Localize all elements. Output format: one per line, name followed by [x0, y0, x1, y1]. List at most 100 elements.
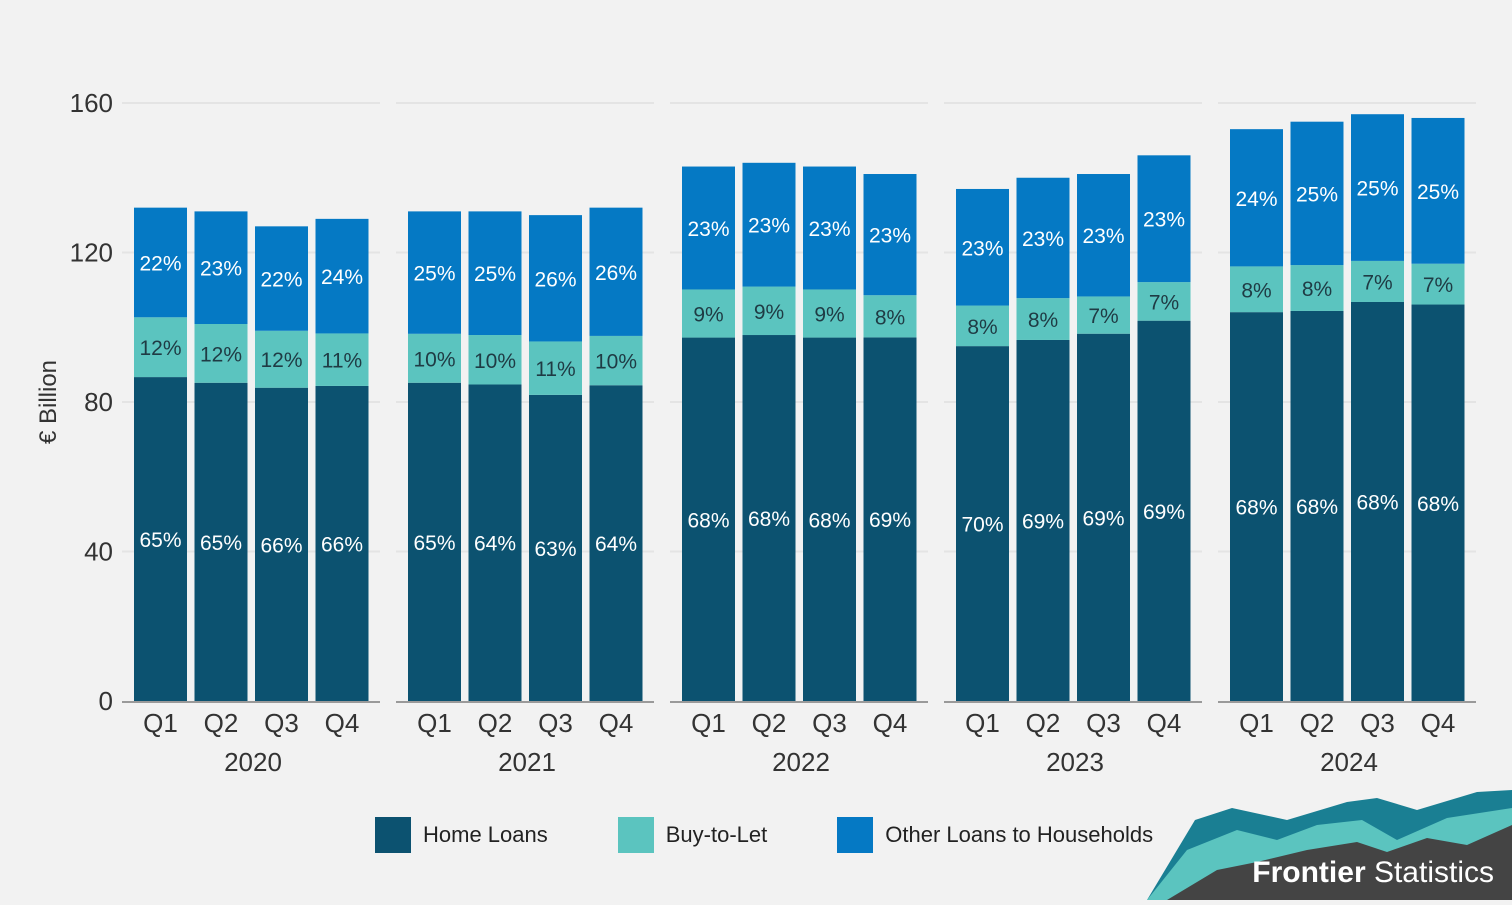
bar-segment — [1351, 260, 1404, 302]
data-label: 10% — [474, 350, 516, 373]
data-label: 26% — [595, 262, 637, 285]
data-label: 63% — [534, 538, 576, 561]
bar-segment — [1016, 339, 1070, 701]
bar-segment — [529, 215, 582, 342]
x-tick-label: Q3 — [812, 708, 847, 738]
x-tick-label: Q4 — [1147, 708, 1182, 738]
data-label: 22% — [139, 252, 181, 275]
data-label: 65% — [139, 529, 181, 552]
bar-segment — [956, 346, 1009, 701]
bar-segment — [255, 226, 308, 331]
x-tick-label: Q1 — [417, 708, 452, 738]
data-label: 11% — [322, 350, 362, 373]
x-tick-label: Q1 — [691, 708, 726, 738]
x-tick-label: Q4 — [1421, 708, 1456, 738]
bar-segment — [1290, 265, 1344, 311]
x-tick-label: Q3 — [1360, 708, 1395, 738]
bar-segment — [1016, 177, 1070, 299]
data-label: 68% — [1356, 491, 1398, 514]
data-label: 68% — [1296, 496, 1338, 519]
legend-item-home-loans: Home Loans — [375, 817, 548, 853]
bar-segment — [1016, 298, 1070, 340]
data-label: 23% — [869, 225, 911, 248]
bar-segment — [529, 394, 582, 701]
data-label: 69% — [1143, 501, 1185, 524]
x-group-label: 2022 — [772, 747, 830, 777]
bar-segment — [1137, 282, 1191, 321]
bar-segment — [1077, 333, 1130, 701]
y-tick-label: 40 — [84, 537, 113, 567]
bar-segment — [863, 174, 917, 296]
bar-segment — [194, 382, 248, 701]
x-group-label: 2020 — [224, 747, 282, 777]
legend-item-other-loans: Other Loans to Households — [837, 817, 1153, 853]
bar-segment — [1411, 263, 1465, 305]
data-label: 70% — [961, 514, 1003, 537]
bar-segment — [1351, 114, 1404, 261]
x-tick-label: Q2 — [752, 708, 787, 738]
data-label: 8% — [875, 306, 905, 329]
mountain-logo-icon — [1147, 790, 1512, 900]
bar-segment — [1137, 320, 1191, 701]
bar-segment — [803, 337, 856, 701]
data-label: 69% — [1022, 510, 1064, 533]
data-label: 68% — [687, 509, 729, 532]
data-label: 12% — [139, 337, 181, 360]
bar-segment — [589, 207, 643, 336]
x-tick-label: Q4 — [873, 708, 908, 738]
data-label: 8% — [1028, 309, 1058, 332]
y-axis-label: € Billion — [35, 360, 62, 444]
data-label: 64% — [595, 533, 637, 556]
y-tick-label: 120 — [70, 238, 113, 268]
data-label: 65% — [200, 532, 242, 555]
bar-segment — [194, 211, 248, 324]
stacked-bar-chart: 0 40 80 120 160 € Billion 65% 12% 22% Q1 65% 12% 23%… — [35, 88, 1476, 777]
legend-swatch-buy-to-let — [617, 817, 654, 853]
bar-segment — [589, 385, 643, 701]
data-label: 68% — [1235, 497, 1277, 520]
bar-segment — [468, 211, 522, 336]
bar-segment — [803, 166, 856, 290]
bar-segment — [1351, 301, 1404, 701]
bar-segment — [134, 377, 187, 701]
x-tick-label: Q3 — [538, 708, 573, 738]
x-tick-label: Q1 — [965, 708, 1000, 738]
data-label: 26% — [534, 268, 576, 291]
bar-segment — [956, 188, 1009, 306]
data-label: 64% — [474, 533, 516, 556]
bar-segment — [408, 382, 461, 701]
x-tick-label: Q2 — [478, 708, 513, 738]
x-group-label: 2021 — [498, 747, 556, 777]
data-label: 23% — [1082, 225, 1124, 248]
brand-name: Frontier Statistics — [1252, 856, 1494, 890]
y-tick-label: 80 — [84, 387, 113, 417]
x-tick-label: Q4 — [599, 708, 634, 738]
data-label: 7% — [1423, 274, 1453, 297]
x-tick-label: Q4 — [325, 708, 360, 738]
data-label: 68% — [808, 509, 850, 532]
bar-segment — [468, 335, 522, 385]
bar-segment — [1290, 310, 1344, 701]
x-tick-label: Q3 — [264, 708, 299, 738]
brand-logo: Frontier Statistics — [1147, 790, 1512, 900]
data-label: 11% — [535, 358, 575, 381]
legend-item-buy-to-let: Buy-to-Let — [617, 817, 767, 853]
bar-segment — [408, 333, 461, 383]
data-label: 25% — [1296, 183, 1338, 206]
y-tick-label: 160 — [70, 88, 113, 118]
bar-segment — [863, 295, 917, 338]
bar-segment — [468, 384, 522, 701]
legend-label-home-loans: Home Loans — [423, 822, 548, 847]
legend-swatch-home-loans — [375, 817, 411, 853]
x-tick-label: Q2 — [1026, 708, 1061, 738]
x-group-label: 2023 — [1046, 747, 1104, 777]
bar-segment — [1411, 304, 1465, 701]
bar-segment — [1411, 117, 1465, 264]
data-label: 23% — [961, 237, 1003, 260]
bar-segment — [682, 166, 735, 290]
bar-segment — [1230, 129, 1283, 267]
bar-segment — [315, 218, 369, 334]
brand-name-bold: Frontier — [1252, 856, 1366, 889]
data-label: 7% — [1362, 271, 1392, 294]
data-label: 25% — [474, 263, 516, 286]
